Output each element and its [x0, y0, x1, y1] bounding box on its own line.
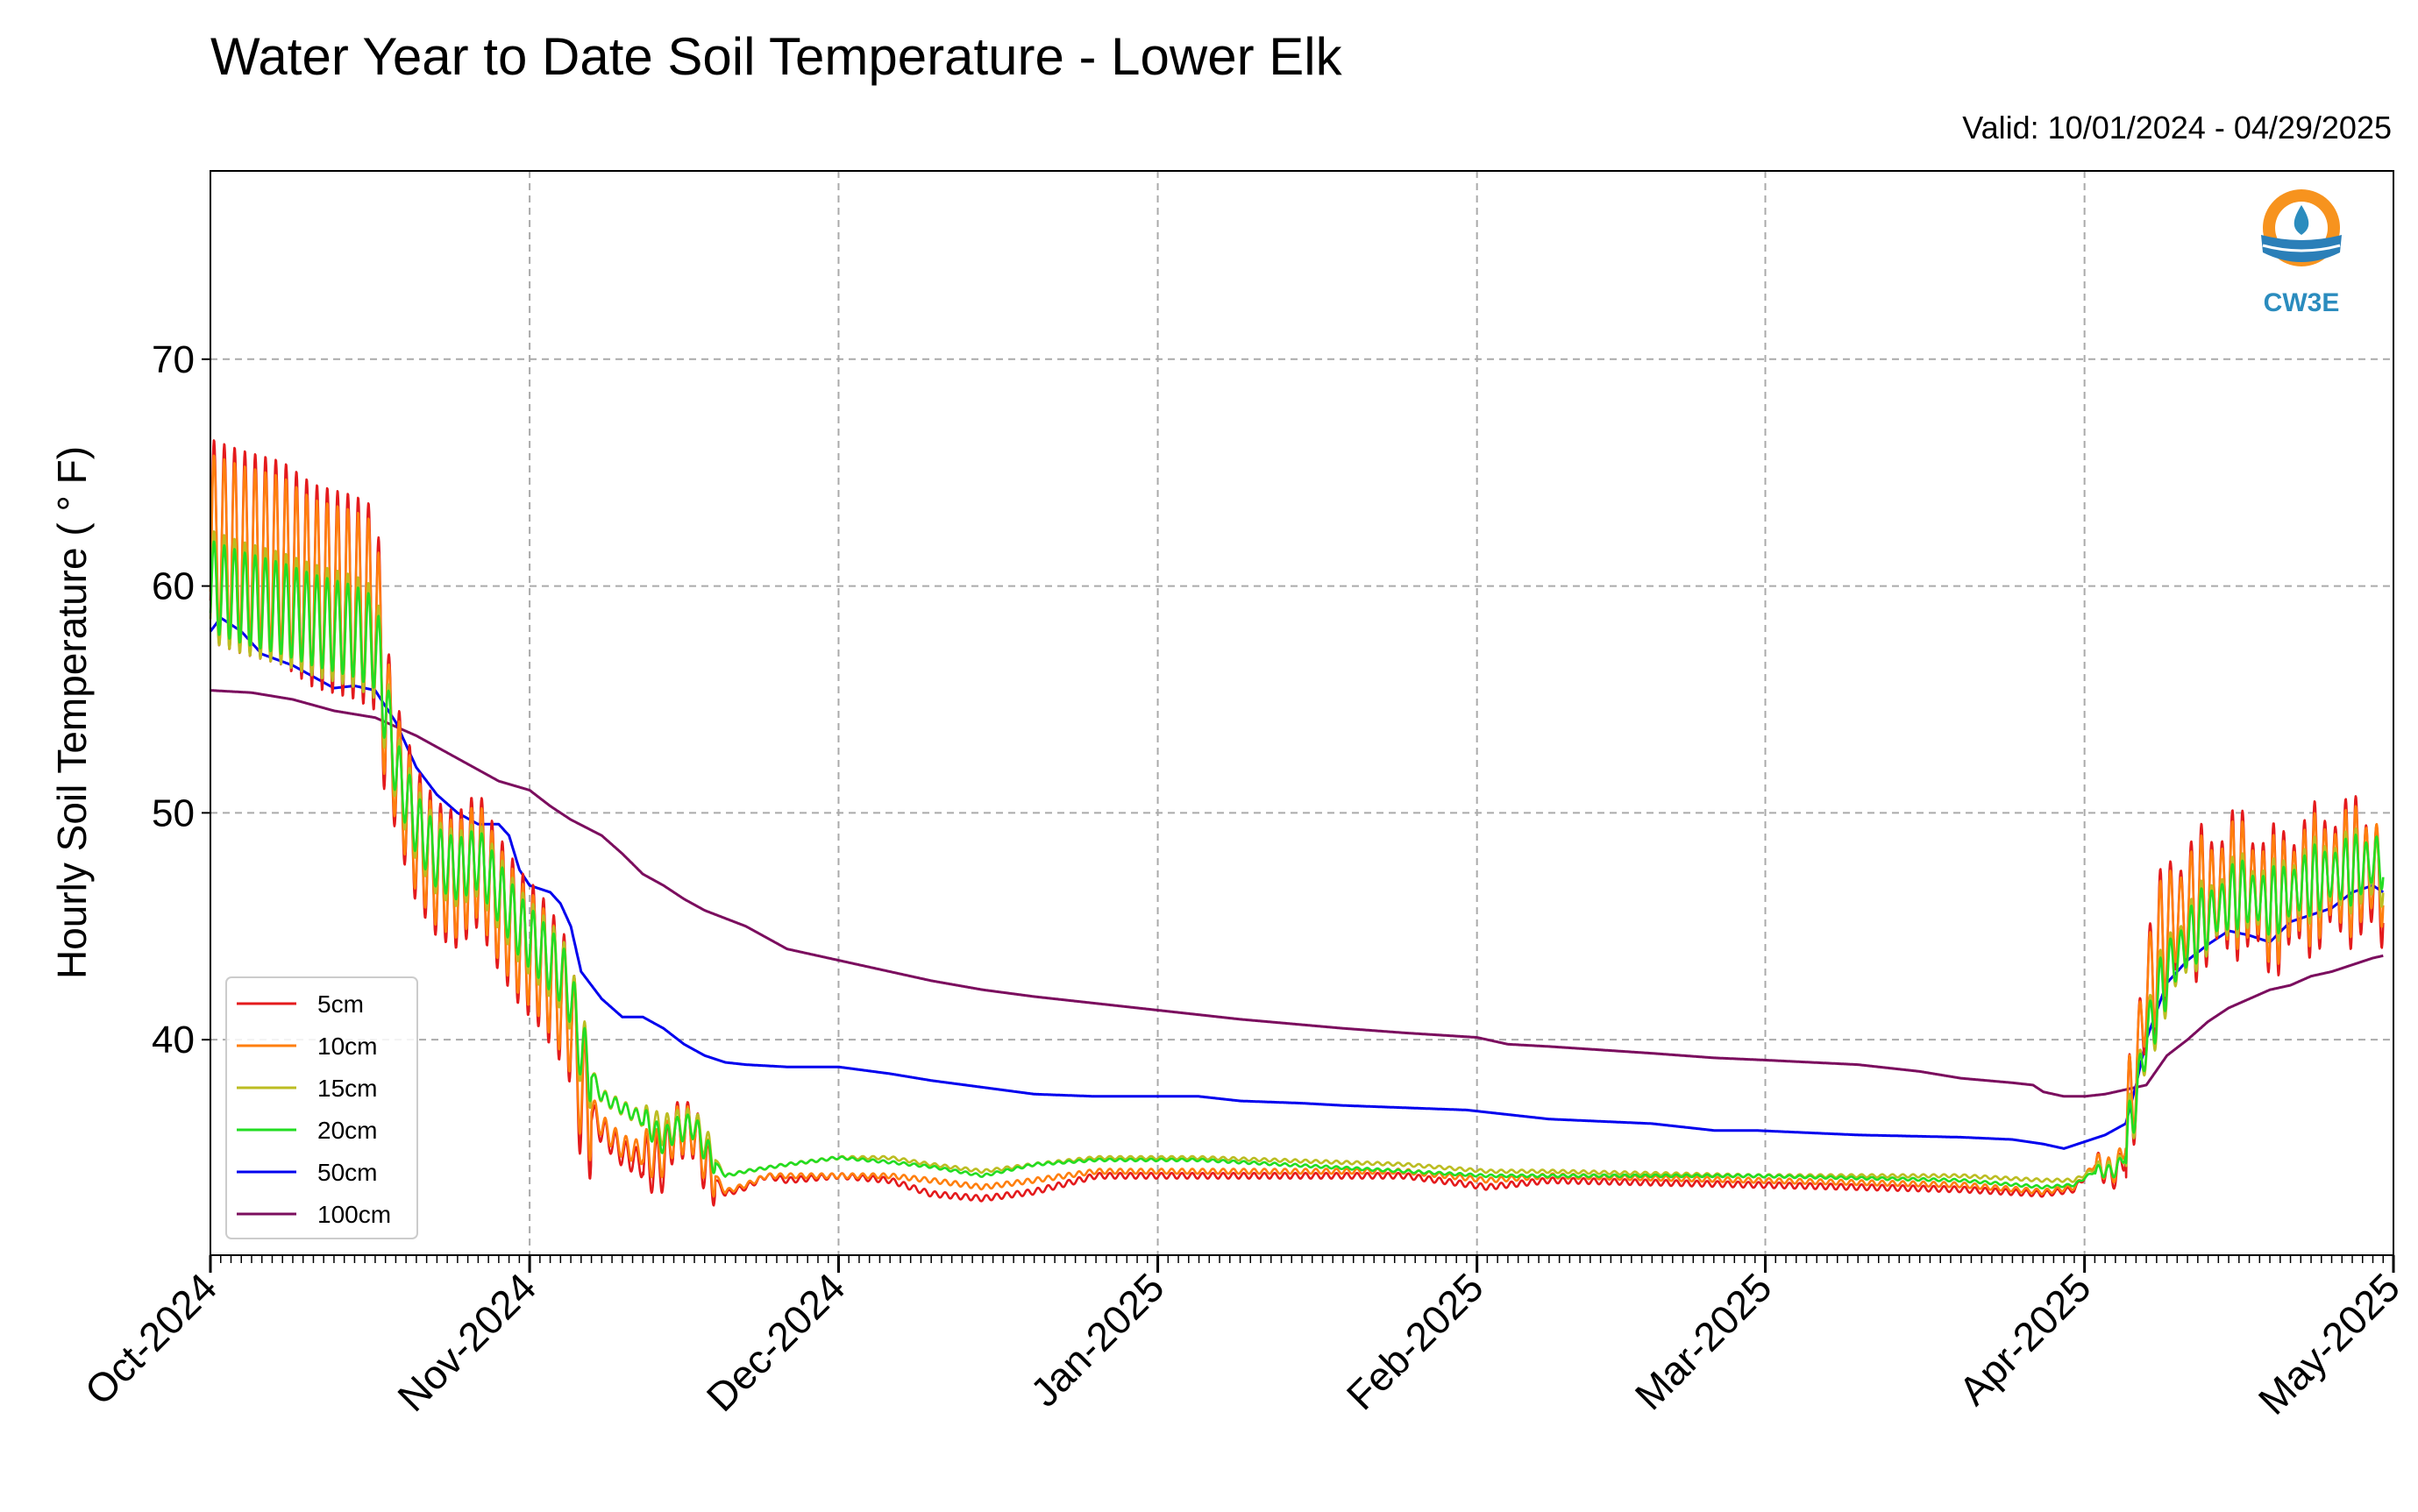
chart-title: Water Year to Date Soil Temperature - Lo…: [210, 27, 1342, 86]
legend-label-15cm: 15cm: [317, 1075, 377, 1102]
series-line-20cm: [209, 540, 2385, 1189]
y-tick-label: 60: [152, 565, 195, 608]
plot-frame: [210, 170, 2394, 1256]
series-line-5cm: [209, 439, 2385, 1207]
series-line-100cm: [210, 689, 2385, 1098]
x-tick-label: Feb-2025: [1338, 1264, 1492, 1418]
y-tick-label: 70: [152, 338, 195, 381]
legend-label-20cm: 20cm: [317, 1117, 377, 1144]
y-axis-label: Hourly Soil Temperature ( ° F): [49, 446, 95, 979]
legend-label-10cm: 10cm: [317, 1033, 377, 1060]
x-tick-label: Dec-2024: [698, 1264, 854, 1420]
svg-text:CW3E: CW3E: [2264, 288, 2340, 317]
valid-date-range: Valid: 10/01/2024 - 04/29/2025: [1962, 110, 2392, 146]
x-tick-label: Nov-2024: [388, 1264, 544, 1420]
legend: 5cm 10cm 15cm 20cm 50cm 100cm: [225, 976, 418, 1239]
x-tick-label: Mar-2025: [1626, 1264, 1781, 1418]
series-line-15cm: [209, 530, 2385, 1183]
grid-lines: [210, 171, 2393, 1255]
series-line-10cm: [209, 454, 2385, 1198]
series-line-50cm: [209, 616, 2385, 1150]
x-tick-label: Oct-2024: [76, 1264, 226, 1414]
legend-label-5cm: 5cm: [317, 990, 364, 1018]
legend-label-100cm: 100cm: [317, 1201, 391, 1228]
legend-label-50cm: 50cm: [317, 1159, 377, 1186]
cw3e-logo: CW3E: [2249, 184, 2354, 324]
y-tick-label: 40: [152, 1019, 195, 1061]
water-drop-icon: CW3E: [2261, 189, 2342, 317]
x-tick-label: Apr-2025: [1950, 1264, 2100, 1414]
x-tick-label: Jan-2025: [1021, 1264, 1172, 1415]
series-layer: [209, 439, 2385, 1207]
y-tick-label: 50: [152, 791, 195, 834]
x-tick-label: May-2025: [2250, 1264, 2408, 1423]
